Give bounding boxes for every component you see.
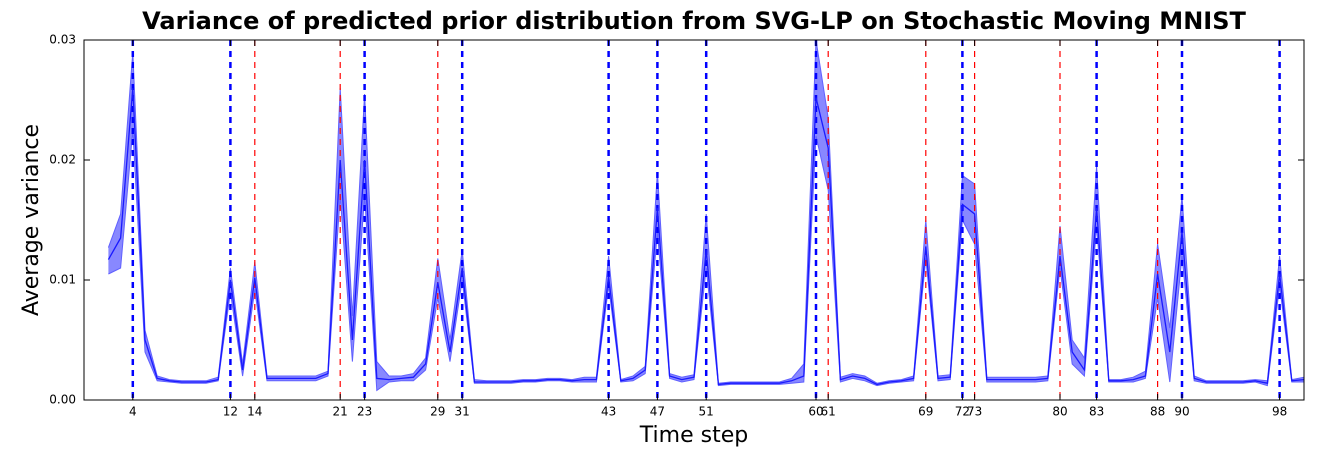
- y-axis-label: Average variance: [19, 124, 44, 316]
- x-tick-label: 88: [1150, 405, 1165, 419]
- x-tick-label: 80: [1052, 405, 1067, 419]
- x-tick-label: 73: [967, 405, 982, 419]
- x-axis-label: Time step: [639, 423, 748, 448]
- y-tick-label: 0.03: [49, 33, 76, 47]
- x-tick-label: 12: [223, 405, 238, 419]
- x-tick-label: 4: [129, 405, 137, 419]
- x-tick-label: 31: [455, 405, 470, 419]
- x-tick-label: 60: [808, 405, 823, 419]
- chart-title: Variance of predicted prior distribution…: [142, 7, 1246, 35]
- x-tick-label: 90: [1174, 405, 1189, 419]
- x-tick-label: 69: [918, 405, 933, 419]
- band-edge: [107, 39, 1305, 384]
- x-tick-label: 21: [333, 405, 348, 419]
- y-tick-label: 0.00: [49, 393, 76, 407]
- x-tick-label: 47: [650, 405, 665, 419]
- plot-frame: [83, 39, 1305, 401]
- y-tick-label: 0.02: [49, 153, 76, 167]
- x-tick-label: 14: [247, 405, 262, 419]
- mean-line: [107, 87, 1305, 386]
- y-tick-label: 0.01: [49, 273, 76, 287]
- x-tick-label: 29: [430, 405, 445, 419]
- x-tick-label: 43: [601, 405, 616, 419]
- x-tick-label: 72: [955, 405, 970, 419]
- x-tick-label: 51: [699, 405, 714, 419]
- x-tick-label: 98: [1272, 405, 1287, 419]
- x-tick-label: 23: [357, 405, 372, 419]
- x-tick-label: 83: [1089, 405, 1104, 419]
- x-tick-label: 61: [821, 405, 836, 419]
